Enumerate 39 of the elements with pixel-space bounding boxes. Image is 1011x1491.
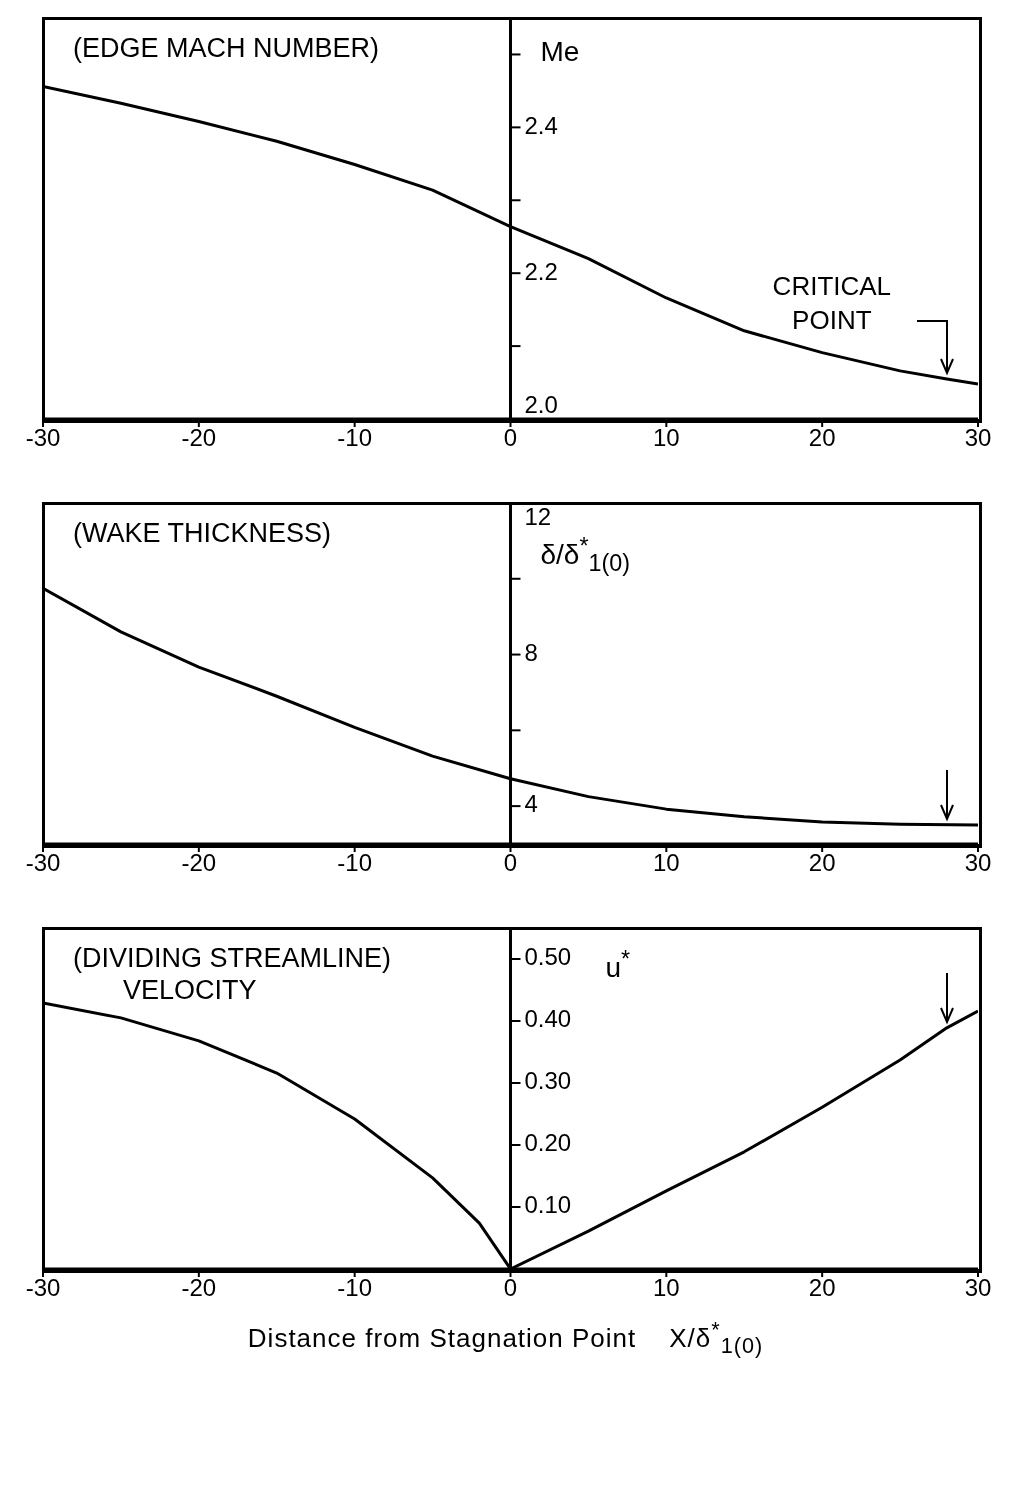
y-tick-label: 0.10	[524, 1191, 572, 1219]
y-tick-label: 2.0	[524, 391, 558, 419]
x-tick-label: -20	[181, 1274, 217, 1302]
x-tick-label: -30	[25, 424, 61, 452]
y-tick-label: 2.4	[524, 111, 558, 139]
y-tick-label: 12	[524, 503, 552, 531]
y-axis-title: Me	[540, 36, 580, 68]
x-tick-label: 30	[964, 1274, 992, 1302]
annotation: CRITICAL POINT	[771, 269, 893, 337]
y-axis-title: u$^{*}$	[605, 946, 631, 985]
x-tick-label: 0	[503, 849, 518, 877]
text: VELOCITY	[122, 974, 258, 1006]
x-tick-label: 30	[964, 424, 992, 452]
y-tick-label: 8	[524, 638, 538, 666]
y-tick-label: 0.30	[524, 1067, 572, 1095]
x-tick-label: 30	[964, 849, 992, 877]
text: (DIVIDING STREAMLINE)	[73, 942, 392, 974]
x-tick-label: -20	[181, 849, 217, 877]
x-tick-label: 10	[652, 424, 680, 452]
x-tick-label: -30	[25, 849, 61, 877]
y-tick-label: 2.2	[524, 257, 558, 285]
x-tick-label: 10	[652, 849, 680, 877]
x-tick-label: 0	[503, 424, 518, 452]
y-tick-label: 0.20	[524, 1129, 572, 1157]
x-tick-label: 20	[808, 849, 836, 877]
y-tick-label: 0.40	[524, 1005, 572, 1033]
x-tick-label: 10	[652, 1274, 680, 1302]
x-tick-label: -20	[181, 424, 217, 452]
x-tick-label: 0	[503, 1274, 518, 1302]
x-tick-label: -10	[337, 1274, 373, 1302]
y-tick-label: 4	[524, 790, 538, 818]
x-tick-label: -10	[337, 849, 373, 877]
x-tick-label: 20	[808, 1274, 836, 1302]
text: (EDGE MACH NUMBER)	[73, 32, 380, 64]
x-tick-label: 20	[808, 424, 836, 452]
y-tick-label: 0.50	[524, 943, 572, 971]
x-tick-label: -30	[25, 1274, 61, 1302]
x-tick-label: -10	[337, 424, 373, 452]
text: (WAKE THICKNESS)	[73, 517, 332, 549]
